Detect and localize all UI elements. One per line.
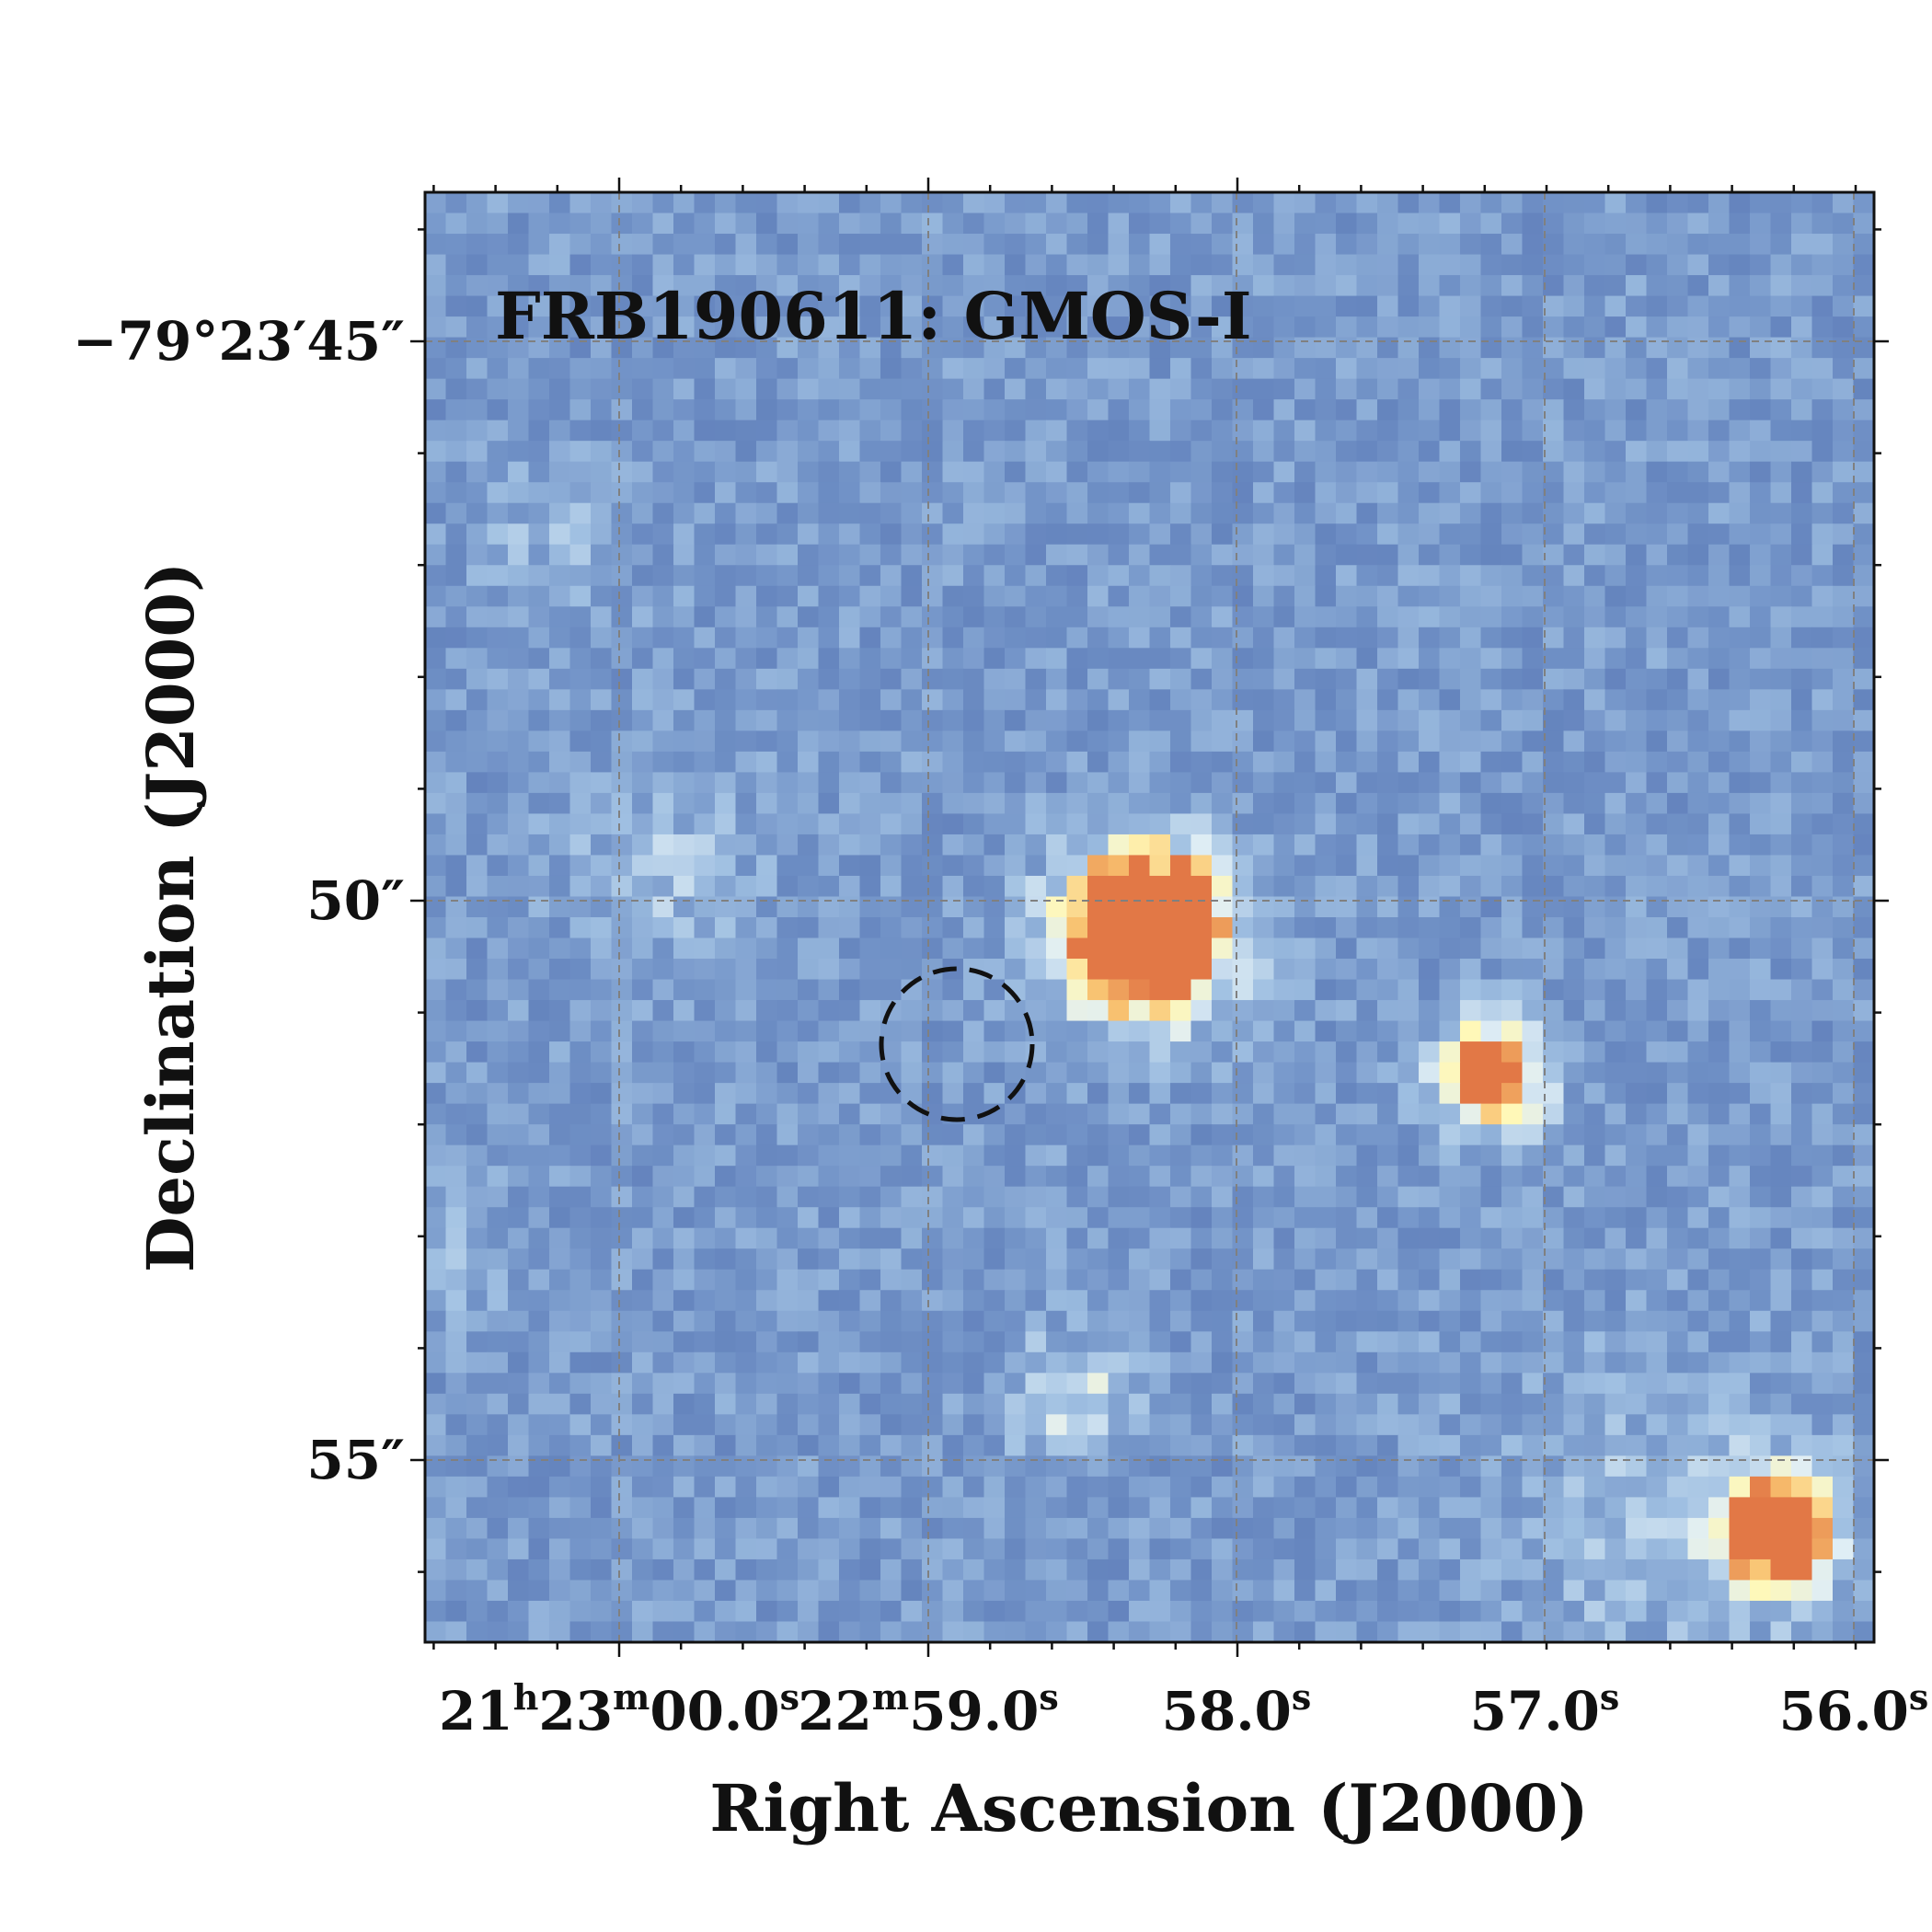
- frb-localization-circle: [879, 966, 1035, 1122]
- y-tick-label: −79°23′45″: [73, 310, 405, 373]
- plot-frame: [423, 190, 1876, 1644]
- panel-label: FRB190611: GMOS-I: [495, 278, 1252, 354]
- x-tick-label: 21h23m00.0s: [439, 1676, 799, 1742]
- y-tick-label: 50″: [306, 869, 405, 932]
- x-axis-title: Right Ascension (J2000): [709, 1770, 1588, 1846]
- y-tick-labels: −79°23′45″ 50″ 55″: [73, 310, 405, 1491]
- x-tick-label: 56.0s: [1779, 1676, 1929, 1742]
- y-axis-title: Declination (J2000): [132, 562, 209, 1272]
- x-tick-label: 58.0s: [1162, 1676, 1312, 1742]
- y-tick-label: 55″: [306, 1429, 405, 1491]
- sky-image: [425, 192, 1874, 1642]
- coordinate-grid: [425, 192, 1874, 1642]
- x-tick-label: 57.0s: [1470, 1676, 1620, 1742]
- x-tick-label: 22m59.0s: [798, 1676, 1059, 1742]
- tick-marks: [410, 178, 1889, 1657]
